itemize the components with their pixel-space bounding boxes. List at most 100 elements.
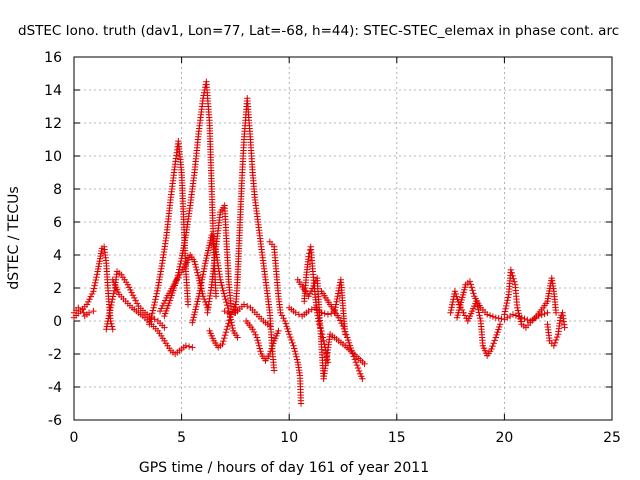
data-point-marker [217,276,224,283]
data-point-marker [490,340,497,347]
data-point-marker [109,296,116,303]
data-point-marker [127,286,134,294]
data-point-marker [225,320,232,327]
data-point-marker [158,305,165,312]
data-point-marker [228,322,236,329]
data-point-marker [524,316,531,324]
data-point-marker [515,310,522,317]
data-point-marker [146,318,154,325]
data-point-marker [177,257,185,265]
data-point-marker [104,318,112,325]
data-point-marker [321,310,328,317]
grid-lines [74,57,612,420]
x-tick-label: 0 [70,430,79,446]
data-point-marker [454,296,461,303]
x-axis-label: GPS time / hours of day 161 of year 2011 [139,460,429,476]
data-point-marker [149,307,157,314]
data-point-marker [295,311,303,318]
y-tick-label: 2 [53,281,62,297]
data-point-marker [80,309,87,316]
data-point-marker [492,314,499,321]
data-point-marker [184,301,192,308]
data-point-marker [452,290,459,298]
data-point-marker [176,263,183,270]
axis-ticks: 0 5 10 15 20 25 -6 -4 -2 0 2 4 6 8 10 12 14 16 [44,50,621,446]
data-point-marker [218,282,225,289]
data-point-marker [470,290,477,297]
data-point-marker [514,304,521,311]
y-axis-label: dSTEC / TECUs [6,186,22,289]
data-point-marker [223,326,230,333]
data-point-marker [281,317,289,325]
data-point-marker [200,295,208,303]
data-point-marker [293,353,300,360]
y-tick-label: -6 [48,413,62,429]
data-point-marker [191,258,198,265]
data-point-marker [110,290,117,297]
data-point-marker [514,307,522,314]
data-point-marker [191,311,198,318]
data-point-marker [461,312,469,319]
data-point-marker [508,269,515,277]
data-point-marker [90,288,97,295]
data-point-marker [90,307,97,315]
data-point-marker [150,304,157,311]
data-point-marker [221,334,228,342]
data-point-marker [509,272,516,279]
data-point-marker [483,311,491,318]
data-point-marker [552,309,560,316]
data-point-marker [449,298,456,306]
y-tick-label: 6 [53,215,62,231]
data-point-marker [498,315,505,322]
data-point-marker [275,327,282,335]
data-point-marker [146,321,153,328]
data-point-marker [292,309,299,316]
data-point-marker [200,265,208,272]
data-point-marker [334,293,341,300]
data-point-marker [198,276,206,283]
data-point-marker [285,328,292,335]
data-point-marker [193,266,200,274]
data-point-marker [103,326,110,333]
data-point-marker [447,309,454,316]
data-point-marker [177,260,184,268]
data-point-marker [151,301,158,309]
data-point-marker [253,334,261,341]
data-point-marker [503,302,510,310]
data-point-marker [255,342,263,349]
data-point-marker [315,318,322,325]
data-point-marker [192,263,200,271]
x-tick-label: 15 [388,430,406,446]
data-point-marker [152,296,159,303]
data-point-marker [352,359,360,366]
data-point-marker [133,300,141,307]
data-point-marker [308,306,315,313]
data-point-marker [491,337,498,344]
data-point-marker [223,298,230,306]
data-point-marker [316,321,323,328]
data-point-marker [256,345,263,352]
data-point-marker [151,316,158,323]
data-point-marker [219,340,226,348]
data-point-marker [244,302,251,310]
data-point-marker [234,334,241,341]
data-point-marker [355,367,363,375]
y-tick-label: 14 [44,83,62,99]
data-point-marker [249,326,256,333]
data-point-marker [93,273,100,281]
data-point-marker [91,282,98,289]
data-point-marker [453,293,460,300]
data-point-marker [270,367,278,374]
data-point-marker [496,321,504,328]
data-point-marker [222,296,229,303]
data-point-marker [516,315,524,322]
data-point-marker [229,324,236,332]
data-point-marker [226,317,233,324]
data-point-marker [282,320,289,327]
data-point-marker [345,339,353,346]
data-point-marker [506,312,514,320]
data-point-marker [255,339,262,347]
data-point-marker [447,306,455,314]
data-point-marker [132,297,139,304]
data-point-marker [502,305,509,312]
